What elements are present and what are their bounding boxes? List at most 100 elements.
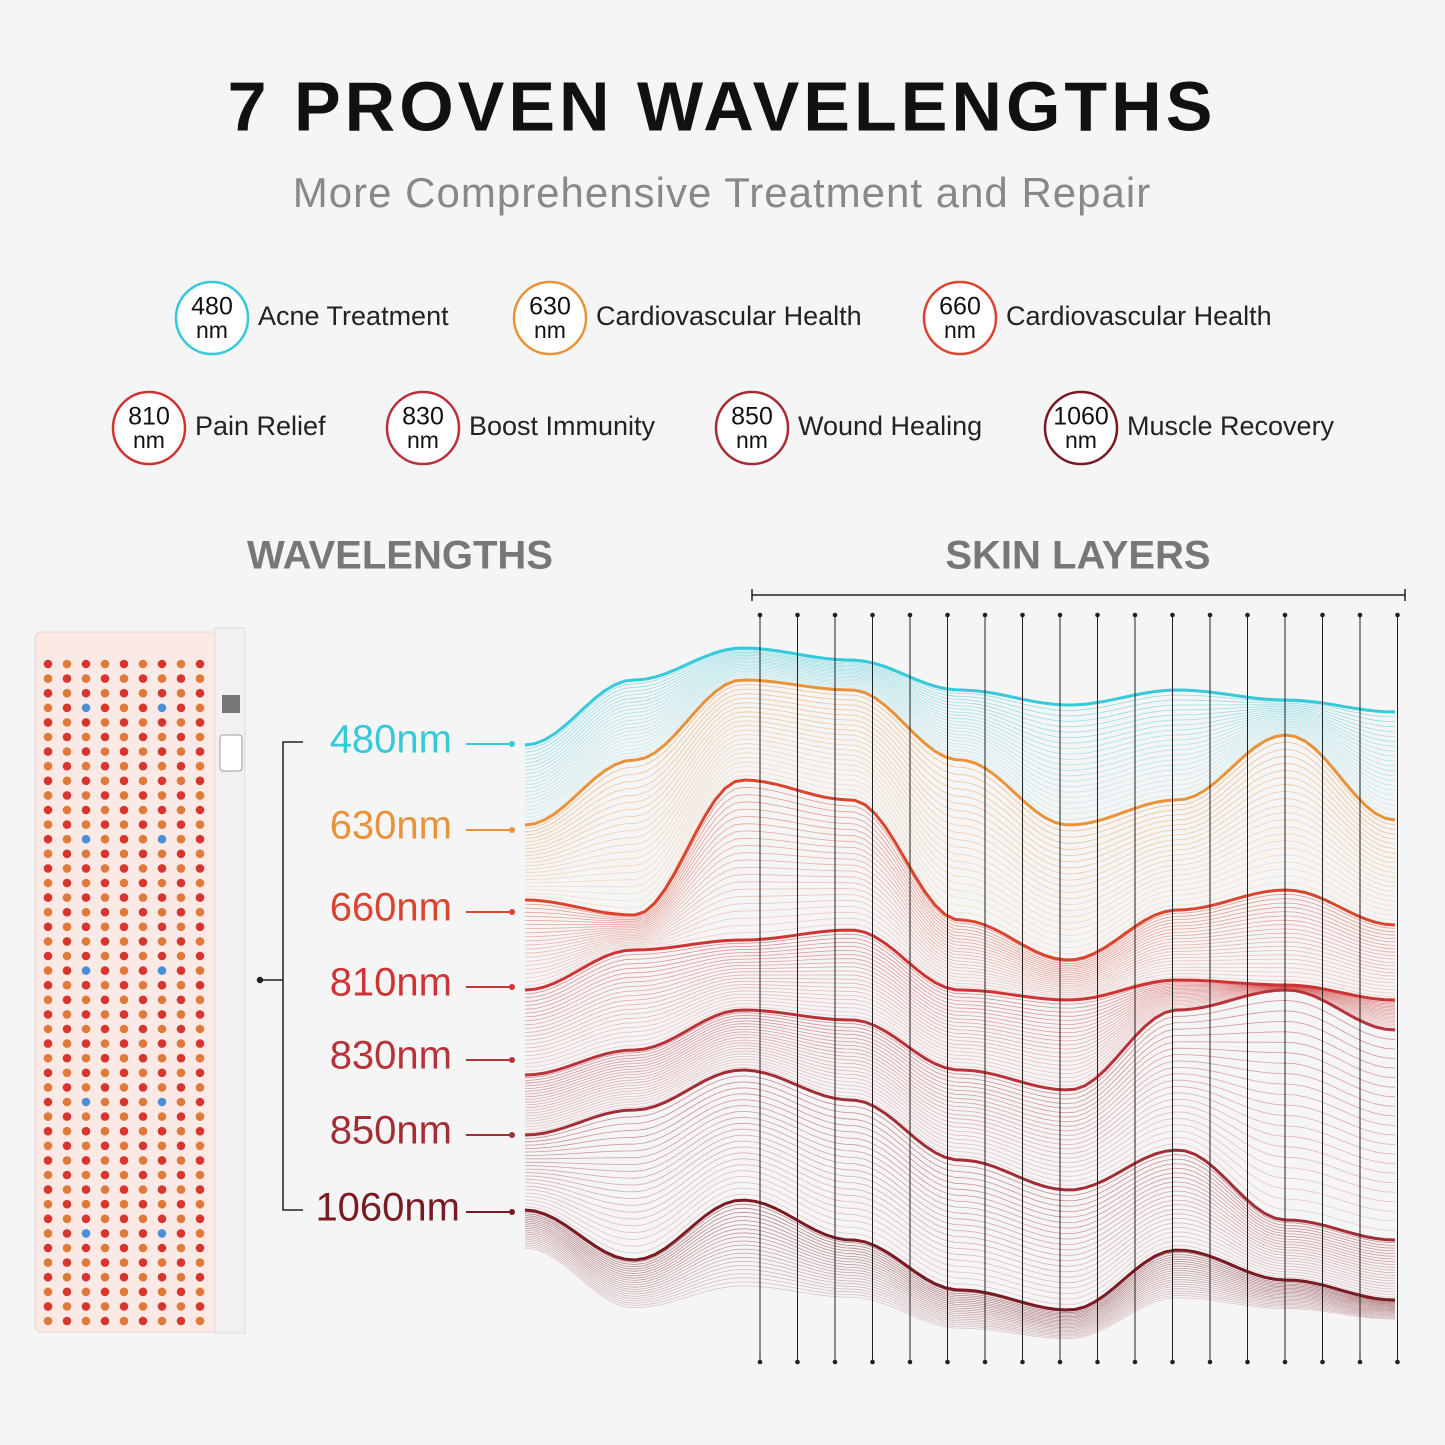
led bbox=[62, 893, 72, 902]
wave-line bbox=[524, 666, 1396, 793]
led bbox=[81, 893, 91, 902]
led bbox=[195, 1214, 205, 1224]
led bbox=[81, 849, 91, 859]
led bbox=[195, 791, 205, 800]
pointer-dot bbox=[509, 909, 515, 915]
led bbox=[119, 1170, 129, 1180]
layer-dot bbox=[1357, 612, 1363, 618]
led bbox=[43, 805, 53, 815]
wave-line bbox=[524, 1247, 1396, 1340]
wave-line bbox=[525, 1116, 1396, 1263]
led bbox=[43, 1214, 53, 1224]
subtitle: More Comprehensive Treatment and Repair bbox=[293, 169, 1151, 216]
wave-line bbox=[524, 693, 1396, 844]
led bbox=[100, 1199, 110, 1209]
wave-line bbox=[524, 1064, 1396, 1222]
wave-line bbox=[524, 945, 1396, 1017]
wave-line bbox=[524, 1045, 1396, 1155]
wave-line bbox=[524, 1244, 1396, 1337]
led bbox=[119, 1156, 129, 1165]
led bbox=[100, 1302, 110, 1311]
wave-line bbox=[524, 1017, 1396, 1105]
led bbox=[138, 995, 148, 1005]
led bbox=[81, 937, 91, 946]
badge-unit: nm bbox=[1065, 427, 1097, 453]
led bbox=[81, 703, 91, 713]
led bbox=[157, 849, 167, 859]
led bbox=[100, 791, 110, 800]
led bbox=[195, 1272, 205, 1282]
wave-main bbox=[524, 1068, 1396, 1242]
badge-circle bbox=[512, 280, 588, 356]
led bbox=[81, 995, 91, 1005]
led bbox=[81, 1068, 91, 1078]
wave-line bbox=[524, 1010, 1396, 1100]
wave-line bbox=[525, 761, 1396, 936]
wave-line bbox=[525, 830, 1396, 974]
led bbox=[157, 878, 167, 888]
wave-line bbox=[524, 667, 1396, 797]
led bbox=[176, 1229, 186, 1238]
led bbox=[43, 732, 53, 742]
led bbox=[43, 922, 53, 932]
led bbox=[157, 776, 167, 786]
led bbox=[119, 805, 129, 815]
led bbox=[100, 1185, 110, 1194]
led bbox=[62, 907, 72, 917]
led bbox=[81, 864, 91, 873]
wave-line bbox=[524, 837, 1396, 975]
badge-label: Cardiovascular Health bbox=[1006, 301, 1272, 331]
layer-dot bbox=[1357, 1359, 1363, 1365]
layer-dot bbox=[982, 612, 988, 618]
led bbox=[119, 907, 129, 917]
led bbox=[157, 703, 167, 713]
led bbox=[176, 1170, 186, 1180]
led bbox=[100, 1126, 110, 1136]
wave-line bbox=[524, 900, 1396, 992]
badge-label: Pain Relief bbox=[195, 411, 326, 441]
badge-label: Muscle Recovery bbox=[1127, 411, 1335, 441]
led bbox=[176, 805, 186, 815]
wave-line bbox=[524, 649, 1396, 749]
led bbox=[195, 1229, 205, 1238]
wave-line bbox=[524, 933, 1396, 1005]
wave-line bbox=[524, 676, 1396, 819]
led bbox=[157, 1185, 167, 1194]
led bbox=[119, 834, 129, 844]
layer-dot bbox=[1020, 1359, 1025, 1365]
led bbox=[119, 1097, 129, 1107]
wave-line bbox=[524, 845, 1396, 977]
led bbox=[62, 1229, 72, 1238]
led bbox=[157, 1097, 167, 1107]
led bbox=[138, 1156, 148, 1165]
layer-dot bbox=[1132, 1359, 1138, 1365]
wavelength-label: 660nm bbox=[330, 886, 452, 930]
led bbox=[43, 703, 53, 713]
led bbox=[176, 1039, 186, 1048]
wave-main bbox=[524, 928, 1396, 1002]
led bbox=[100, 1272, 110, 1282]
led bbox=[195, 1316, 205, 1326]
wave-line bbox=[524, 725, 1396, 887]
wave-line bbox=[524, 988, 1396, 1079]
wave-line bbox=[524, 1099, 1396, 1254]
wave-line bbox=[524, 801, 1396, 966]
title: 7 PROVEN WAVELENGTHS bbox=[228, 67, 1217, 145]
badge-circle bbox=[174, 280, 250, 356]
led bbox=[157, 1141, 167, 1151]
led bbox=[43, 1053, 53, 1063]
badge-unit: nm bbox=[407, 427, 439, 453]
wave-line bbox=[524, 794, 1396, 964]
led bbox=[195, 878, 205, 888]
led bbox=[119, 820, 129, 829]
led bbox=[157, 995, 167, 1005]
led bbox=[157, 1126, 167, 1136]
led bbox=[157, 1068, 167, 1078]
layer-dot bbox=[1207, 612, 1213, 618]
led bbox=[138, 747, 148, 756]
wave-line bbox=[524, 738, 1396, 906]
led bbox=[43, 1272, 53, 1282]
wave-line bbox=[524, 1218, 1396, 1318]
led bbox=[43, 1229, 53, 1238]
